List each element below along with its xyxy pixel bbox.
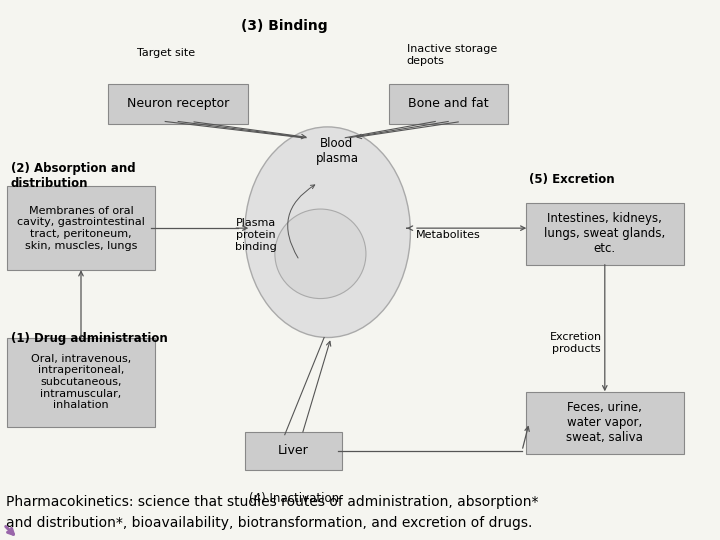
Text: Neuron receptor: Neuron receptor	[127, 97, 230, 111]
Text: Inactive storage
depots: Inactive storage depots	[407, 44, 497, 66]
FancyBboxPatch shape	[108, 84, 248, 124]
Text: (5) Excretion: (5) Excretion	[529, 173, 615, 186]
Text: Excretion
products: Excretion products	[550, 332, 602, 354]
Text: Liver: Liver	[278, 444, 309, 457]
Text: Blood
plasma: Blood plasma	[315, 137, 359, 165]
Text: Feces, urine,
water vapor,
sweat, saliva: Feces, urine, water vapor, sweat, saliva	[567, 401, 643, 444]
FancyBboxPatch shape	[389, 84, 508, 124]
Text: (2) Absorption and
distribution: (2) Absorption and distribution	[11, 162, 135, 190]
FancyBboxPatch shape	[526, 202, 684, 265]
Text: Pharmacokinetics: science that studies routes of administration, absorption*: Pharmacokinetics: science that studies r…	[6, 495, 539, 509]
Text: (4) Inactivation: (4) Inactivation	[248, 492, 339, 505]
Text: Bone and fat: Bone and fat	[408, 97, 488, 111]
FancyBboxPatch shape	[7, 186, 155, 270]
Text: Oral, intravenous,
intraperitoneal,
subcutaneous,
intramuscular,
inhalation: Oral, intravenous, intraperitoneal, subc…	[31, 354, 131, 410]
Text: Target site: Target site	[137, 48, 195, 58]
Text: and distribution*, bioavailability, biotransformation, and excretion of drugs.: and distribution*, bioavailability, biot…	[6, 516, 532, 530]
Ellipse shape	[275, 209, 366, 299]
FancyBboxPatch shape	[526, 392, 684, 454]
Text: (1) Drug administration: (1) Drug administration	[11, 332, 168, 345]
FancyBboxPatch shape	[245, 432, 342, 470]
FancyBboxPatch shape	[7, 338, 155, 427]
Text: Metabolites: Metabolites	[416, 230, 481, 240]
Text: (3) Binding: (3) Binding	[241, 19, 328, 33]
Text: Plasma
protein
binding: Plasma protein binding	[235, 218, 276, 252]
Text: Intestines, kidneys,
lungs, sweat glands,
etc.: Intestines, kidneys, lungs, sweat glands…	[544, 212, 665, 255]
Text: Membranes of oral
cavity, gastrointestinal
tract, peritoneum,
skin, muscles, lun: Membranes of oral cavity, gastrointestin…	[17, 206, 145, 251]
Ellipse shape	[245, 127, 410, 338]
